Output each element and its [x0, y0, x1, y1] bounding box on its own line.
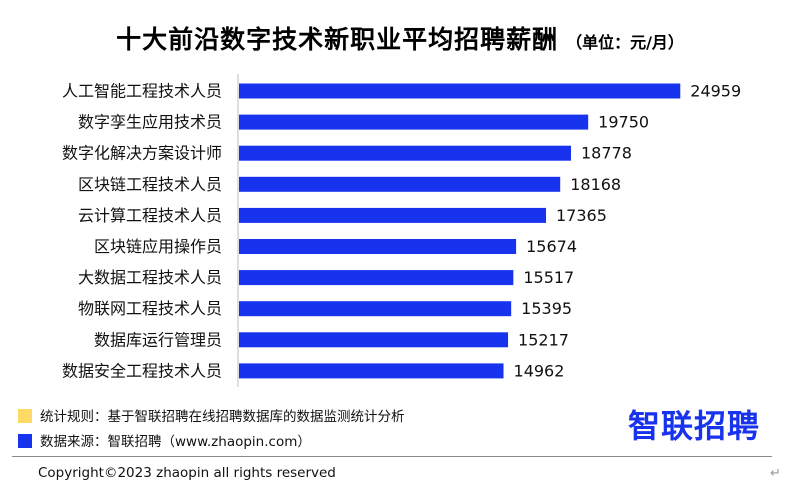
value-label: 17365: [556, 206, 607, 225]
chart-title: 十大前沿数字技术新职业平均招聘薪酬 （单位：元/月）: [0, 20, 800, 56]
category-label: 物联网工程技术人员: [78, 299, 222, 318]
value-label: 24959: [690, 82, 741, 101]
category-label: 数据库运行管理员: [94, 330, 222, 349]
category-label: 数字化解决方案设计师: [62, 144, 222, 163]
bar: [239, 207, 547, 223]
bar: [239, 239, 517, 254]
bar: [239, 270, 514, 286]
bar: [239, 83, 681, 99]
bar: [239, 176, 561, 192]
category-label: 云计算工程技术人员: [78, 206, 222, 225]
return-mark-icon: ↵: [770, 466, 781, 481]
copyright-text: Copyright©2023 zhaopin all rights reserv…: [38, 465, 336, 481]
legend-item-source: 数据来源：智联招聘（www.zhaopin.com）: [18, 430, 311, 450]
category-label: 人工智能工程技术人员: [62, 82, 222, 101]
bar: [239, 363, 504, 379]
value-label: 18778: [581, 144, 632, 163]
value-label: 19750: [598, 113, 649, 132]
legend-text-rule: 统计规则：基于智联招聘在线招聘数据库的数据监测统计分析: [40, 409, 405, 425]
category-label: 区块链应用操作员: [94, 237, 222, 256]
value-label: 15517: [523, 268, 574, 287]
category-label: 区块链工程技术人员: [78, 175, 222, 194]
category-label: 数据安全工程技术人员: [62, 361, 222, 380]
value-label: 15395: [521, 299, 572, 318]
legend-swatch-yellow: [18, 409, 32, 423]
value-label: 18168: [570, 175, 621, 194]
zhaopin-logo: 智联招聘: [628, 407, 761, 445]
bar-chart: 人工智能工程技术人员 24959 数字孪生应用技术员 19750 数字化解决方案设计师 1…: [62, 74, 741, 387]
bar: [239, 145, 571, 161]
bar: [239, 114, 589, 130]
value-label: 15674: [526, 237, 577, 256]
legend-swatch-blue: [18, 434, 32, 448]
bar: [239, 332, 509, 348]
legend-item-rule: 统计规则：基于智联招聘在线招聘数据库的数据监测统计分析: [18, 405, 405, 425]
chart-unit-text: （单位：元/月）: [566, 33, 684, 52]
value-label: 14962: [514, 361, 565, 380]
value-label: 15217: [518, 330, 569, 349]
chart-title-text: 十大前沿数字技术新职业平均招聘薪酬: [116, 25, 559, 54]
legend-text-source: 数据来源：智联招聘（www.zhaopin.com）: [40, 434, 311, 450]
bar: [239, 301, 512, 317]
category-label: 数字孪生应用技术员: [78, 113, 222, 132]
footer-divider: [12, 456, 772, 457]
category-label: 大数据工程技术人员: [78, 268, 222, 287]
